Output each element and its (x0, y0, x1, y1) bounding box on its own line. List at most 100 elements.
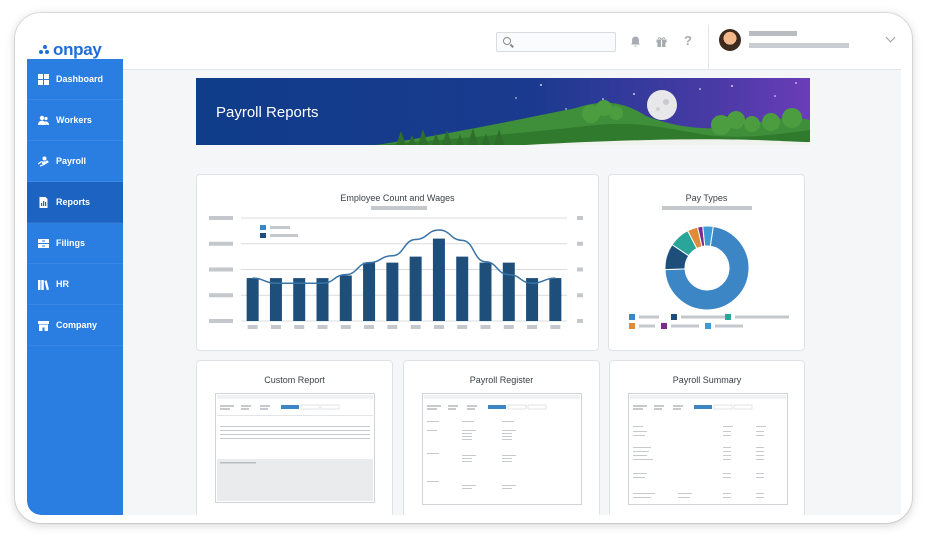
legend-label (735, 315, 789, 319)
logo-text: onpay (53, 40, 102, 59)
sidebar-item-dashboard[interactable]: Dashboard (27, 59, 123, 100)
sidebar: Dashboard Workers Payroll Reports (27, 59, 123, 515)
x-axis-tick-label (270, 325, 281, 329)
card-title: Custom Report (264, 375, 325, 385)
y2-axis-tick-label (577, 241, 583, 246)
chart-bar (246, 278, 259, 321)
onpay-logo[interactable]: onpay (39, 40, 102, 60)
sidebar-item-workers[interactable]: Workers (27, 100, 123, 141)
legend-label (639, 315, 659, 319)
legend-label (681, 315, 725, 319)
sidebar-item-label: Payroll (56, 156, 87, 166)
help-icon[interactable]: ? (684, 33, 692, 48)
legend-label (671, 324, 699, 328)
payroll-register-preview (422, 393, 582, 505)
chart-bar (386, 262, 399, 321)
card-title: Pay Types (685, 193, 728, 203)
page-title: Payroll Reports (216, 104, 319, 121)
chart-bar (316, 278, 329, 321)
y-axis-tick-label (209, 216, 233, 220)
pie-slice (702, 225, 714, 247)
avatar[interactable] (719, 29, 741, 51)
chart-bar (526, 278, 539, 321)
workers-icon (38, 115, 49, 126)
sidebar-item-label: Company (56, 320, 98, 330)
y-axis-tick-label (209, 293, 233, 298)
legend-swatch (260, 225, 266, 230)
y-axis-tick-label (209, 267, 233, 272)
filings-icon (38, 238, 49, 249)
reports-icon (38, 196, 49, 208)
chart-series-line (252, 229, 556, 284)
x-axis-tick-label (503, 325, 514, 329)
payroll-icon (37, 156, 49, 167)
payroll-summary-preview (628, 393, 788, 505)
x-axis-tick-label (364, 325, 375, 329)
x-axis-tick-label (317, 325, 328, 329)
x-axis-tick-label (410, 325, 421, 329)
gift-icon[interactable] (655, 35, 668, 51)
x-axis-tick-label (527, 325, 538, 329)
sidebar-item-filings[interactable]: Filings (27, 223, 123, 264)
custom-report-card[interactable]: Custom Report (196, 360, 393, 515)
legend-swatch (725, 314, 731, 320)
divider (708, 25, 709, 70)
sidebar-item-label: Reports (56, 197, 91, 207)
top-bar: onpay ? (27, 25, 901, 70)
sidebar-item-label: Dashboard (56, 74, 104, 84)
legend-label (270, 234, 298, 237)
sidebar-item-label: Filings (56, 238, 85, 248)
card-title: Employee Count and Wages (340, 193, 455, 203)
subtitle-placeholder (371, 206, 427, 210)
device-frame: onpay ? Dashboard (15, 13, 912, 523)
chart-bar (432, 238, 445, 321)
y2-axis-tick-label (577, 216, 583, 220)
user-email-placeholder (749, 43, 849, 48)
chart-bar (479, 262, 492, 321)
chevron-down-icon[interactable] (885, 32, 896, 43)
sidebar-item-label: HR (56, 279, 69, 289)
search-icon (503, 37, 511, 45)
user-name-placeholder (749, 31, 797, 36)
x-axis-tick-label (294, 325, 305, 329)
dashboard-icon (38, 73, 49, 85)
subtitle-placeholder (662, 206, 752, 210)
chart-bar (549, 278, 562, 321)
sidebar-item-hr[interactable]: HR (27, 264, 123, 305)
legend-label (715, 324, 743, 328)
y2-axis-tick-label (577, 293, 583, 298)
legend-swatch (661, 323, 667, 329)
chart-bar (269, 278, 282, 321)
sidebar-item-company[interactable]: Company (27, 305, 123, 346)
payroll-summary-card[interactable]: Payroll Summary (609, 360, 805, 515)
chart-bar (363, 262, 376, 321)
custom-report-preview (215, 393, 375, 503)
x-axis-tick-label (340, 325, 351, 329)
sidebar-item-payroll[interactable]: Payroll (27, 141, 123, 182)
legend-swatch (629, 323, 635, 329)
company-icon (38, 320, 49, 331)
y-axis-tick-label (209, 319, 233, 323)
chart-bar (409, 256, 422, 321)
legend-swatch (705, 323, 711, 329)
chart-bar (502, 262, 515, 321)
logo-dots-icon (39, 45, 51, 55)
chart-bar (339, 275, 352, 321)
page-banner: Payroll Reports (196, 78, 810, 145)
pie-slice (664, 225, 750, 311)
pay-types-card[interactable]: Pay Types (608, 174, 805, 351)
sidebar-item-reports[interactable]: Reports (27, 182, 123, 223)
bell-icon[interactable] (629, 35, 642, 51)
pay-types-chart (629, 225, 789, 329)
employee-count-card[interactable]: Employee Count and Wages (196, 174, 599, 351)
chart-bar (293, 278, 306, 321)
x-axis-tick-label (457, 325, 468, 329)
y-axis-tick-label (209, 241, 233, 246)
payroll-register-card[interactable]: Payroll Register (403, 360, 600, 515)
card-title: Payroll Summary (672, 375, 742, 385)
search-input[interactable] (496, 32, 616, 52)
legend-swatch (671, 314, 677, 320)
chart-bar (456, 256, 469, 321)
x-axis-tick-label (387, 325, 398, 329)
legend-swatch (629, 314, 635, 320)
